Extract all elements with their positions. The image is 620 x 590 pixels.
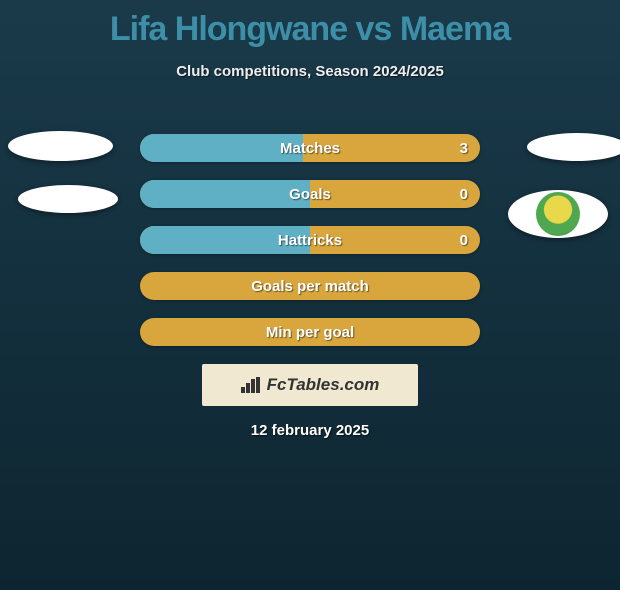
stat-bar-matches: Matches 3 [140, 134, 480, 162]
team-badge-left-1 [8, 131, 113, 161]
subtitle: Club competitions, Season 2024/2025 [0, 63, 620, 80]
stat-bar-fill [140, 180, 310, 208]
stat-bar-min-per-goal: Min per goal [140, 318, 480, 346]
stat-bar-hattricks: Hattricks 0 [140, 226, 480, 254]
stat-label: Hattricks [278, 232, 342, 249]
team-badge-right-2 [508, 190, 608, 238]
stat-bar-goals: Goals 0 [140, 180, 480, 208]
stat-bars: Matches 3 Goals 0 Hattricks 0 Goals per … [140, 134, 480, 364]
team-badge-right-1 [527, 133, 620, 161]
stat-label: Goals [289, 186, 331, 203]
sundowns-logo-icon [536, 192, 580, 236]
stat-value: 0 [460, 186, 468, 203]
stat-label: Min per goal [266, 324, 354, 341]
fctables-banner[interactable]: FcTables.com [202, 364, 418, 406]
bar-chart-icon [241, 377, 261, 393]
team-badge-left-2 [18, 185, 118, 213]
page-title: Lifa Hlongwane vs Maema [0, 10, 620, 49]
fctables-label: FcTables.com [267, 375, 380, 395]
stat-label: Matches [280, 140, 340, 157]
stat-bar-goals-per-match: Goals per match [140, 272, 480, 300]
stat-bar-fill [140, 134, 303, 162]
date-label: 12 february 2025 [0, 422, 620, 439]
stat-value: 3 [460, 140, 468, 157]
stat-value: 0 [460, 232, 468, 249]
stat-label: Goals per match [251, 278, 369, 295]
